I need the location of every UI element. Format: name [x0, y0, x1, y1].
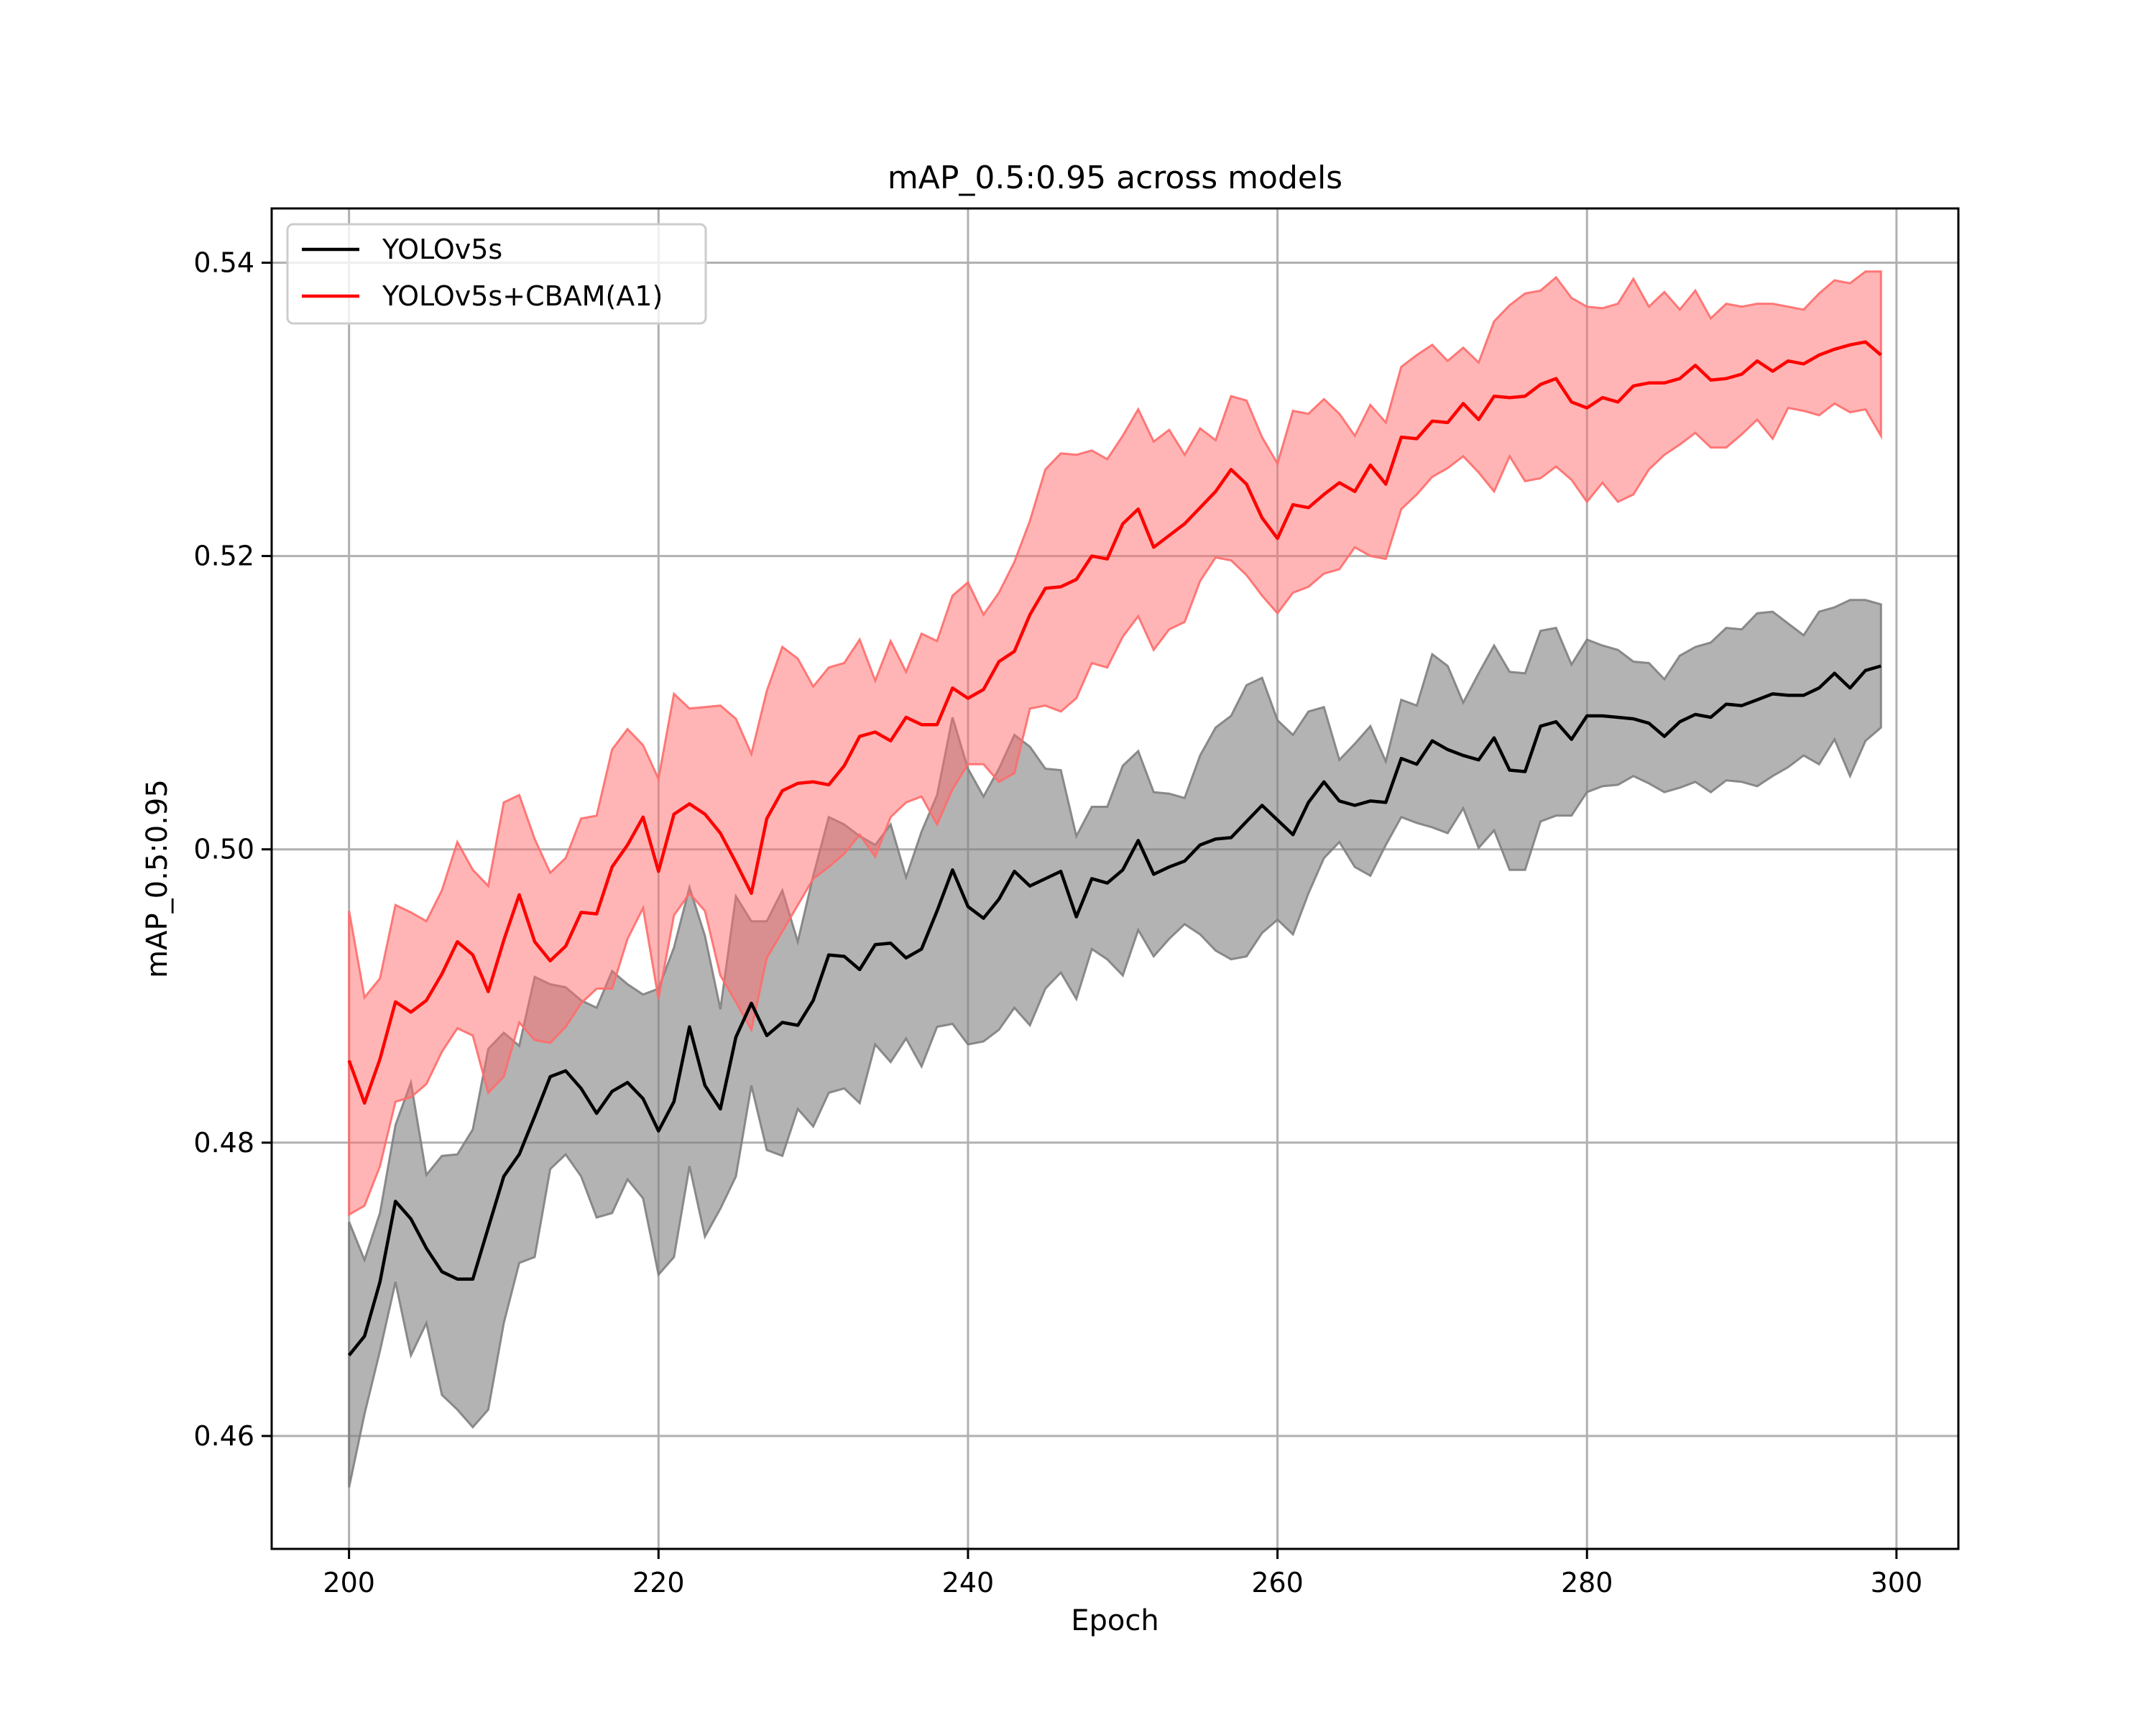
series-line-1: [347, 664, 1881, 1357]
legend-label-2: YOLOv5s+CBAM(A1): [382, 280, 663, 312]
plot-frame: [270, 207, 1960, 1550]
series-line-2: [347, 340, 1882, 1105]
legend-box: [286, 223, 707, 325]
series-lines: [347, 340, 1882, 1357]
confidence-bands: [348, 270, 1882, 1488]
series-band-2: [348, 270, 1882, 1217]
x-tick-label: 300: [1871, 1567, 1923, 1598]
chart-title: mAP_0.5:0.95 across models: [888, 160, 1342, 196]
x-tick-label: 260: [1251, 1567, 1304, 1598]
y-tick-label: 0.50: [193, 834, 254, 865]
x-axis-label: Epoch: [1071, 1604, 1158, 1637]
x-tick-label: 220: [632, 1567, 685, 1598]
x-tick-label: 200: [323, 1567, 375, 1598]
y-axis-label: mAP_0.5:0.95: [141, 779, 174, 978]
y-tick-label: 0.48: [193, 1127, 254, 1159]
legend-label-1: YOLOv5s: [382, 234, 502, 265]
x-tick-label: 240: [942, 1567, 995, 1598]
y-tick-label: 0.54: [193, 247, 254, 278]
y-tick-label: 0.46: [193, 1420, 254, 1452]
y-tick-label: 0.52: [193, 540, 254, 572]
legend: YOLOv5s YOLOv5s+CBAM(A1): [286, 223, 707, 325]
x-tick-label: 280: [1561, 1567, 1613, 1598]
axis-ticks: 200 220 240 260 280 300 0.46 0.48 0.50 0.52 0.54: [193, 247, 1922, 1598]
